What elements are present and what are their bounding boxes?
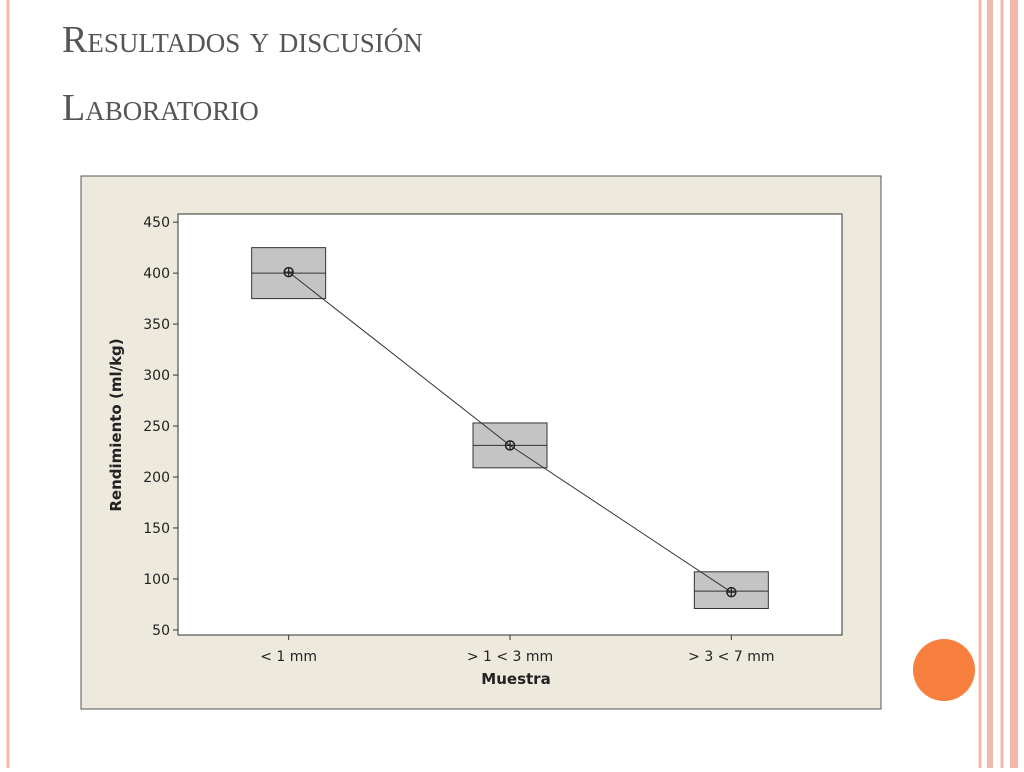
mean-cross bbox=[726, 587, 736, 597]
y-tick-label: 350 bbox=[143, 317, 170, 333]
slide-title: Resultados y discusión bbox=[62, 19, 423, 61]
y-tick-label: 50 bbox=[152, 623, 170, 639]
y-tick-label: 200 bbox=[143, 470, 170, 486]
decor-circle bbox=[913, 639, 975, 701]
x-tick-label: > 1 < 3 mm bbox=[467, 649, 553, 665]
mean-cross bbox=[284, 267, 294, 277]
x-tick-label: < 1 mm bbox=[260, 649, 317, 665]
y-tick-label: 300 bbox=[143, 368, 170, 384]
slide-subtitle: Laboratorio bbox=[62, 87, 259, 129]
y-tick-label: 400 bbox=[143, 266, 170, 282]
y-tick-label: 100 bbox=[143, 572, 170, 588]
y-tick-label: 250 bbox=[143, 419, 170, 435]
x-axis-label: Muestra bbox=[481, 670, 550, 688]
x-tick-label: > 3 < 7 mm bbox=[688, 649, 774, 665]
y-axis-label: Rendimiento (ml/kg) bbox=[107, 338, 125, 511]
mean-cross bbox=[505, 440, 515, 450]
y-tick-label: 450 bbox=[143, 215, 170, 231]
y-tick-label: 150 bbox=[143, 521, 170, 537]
